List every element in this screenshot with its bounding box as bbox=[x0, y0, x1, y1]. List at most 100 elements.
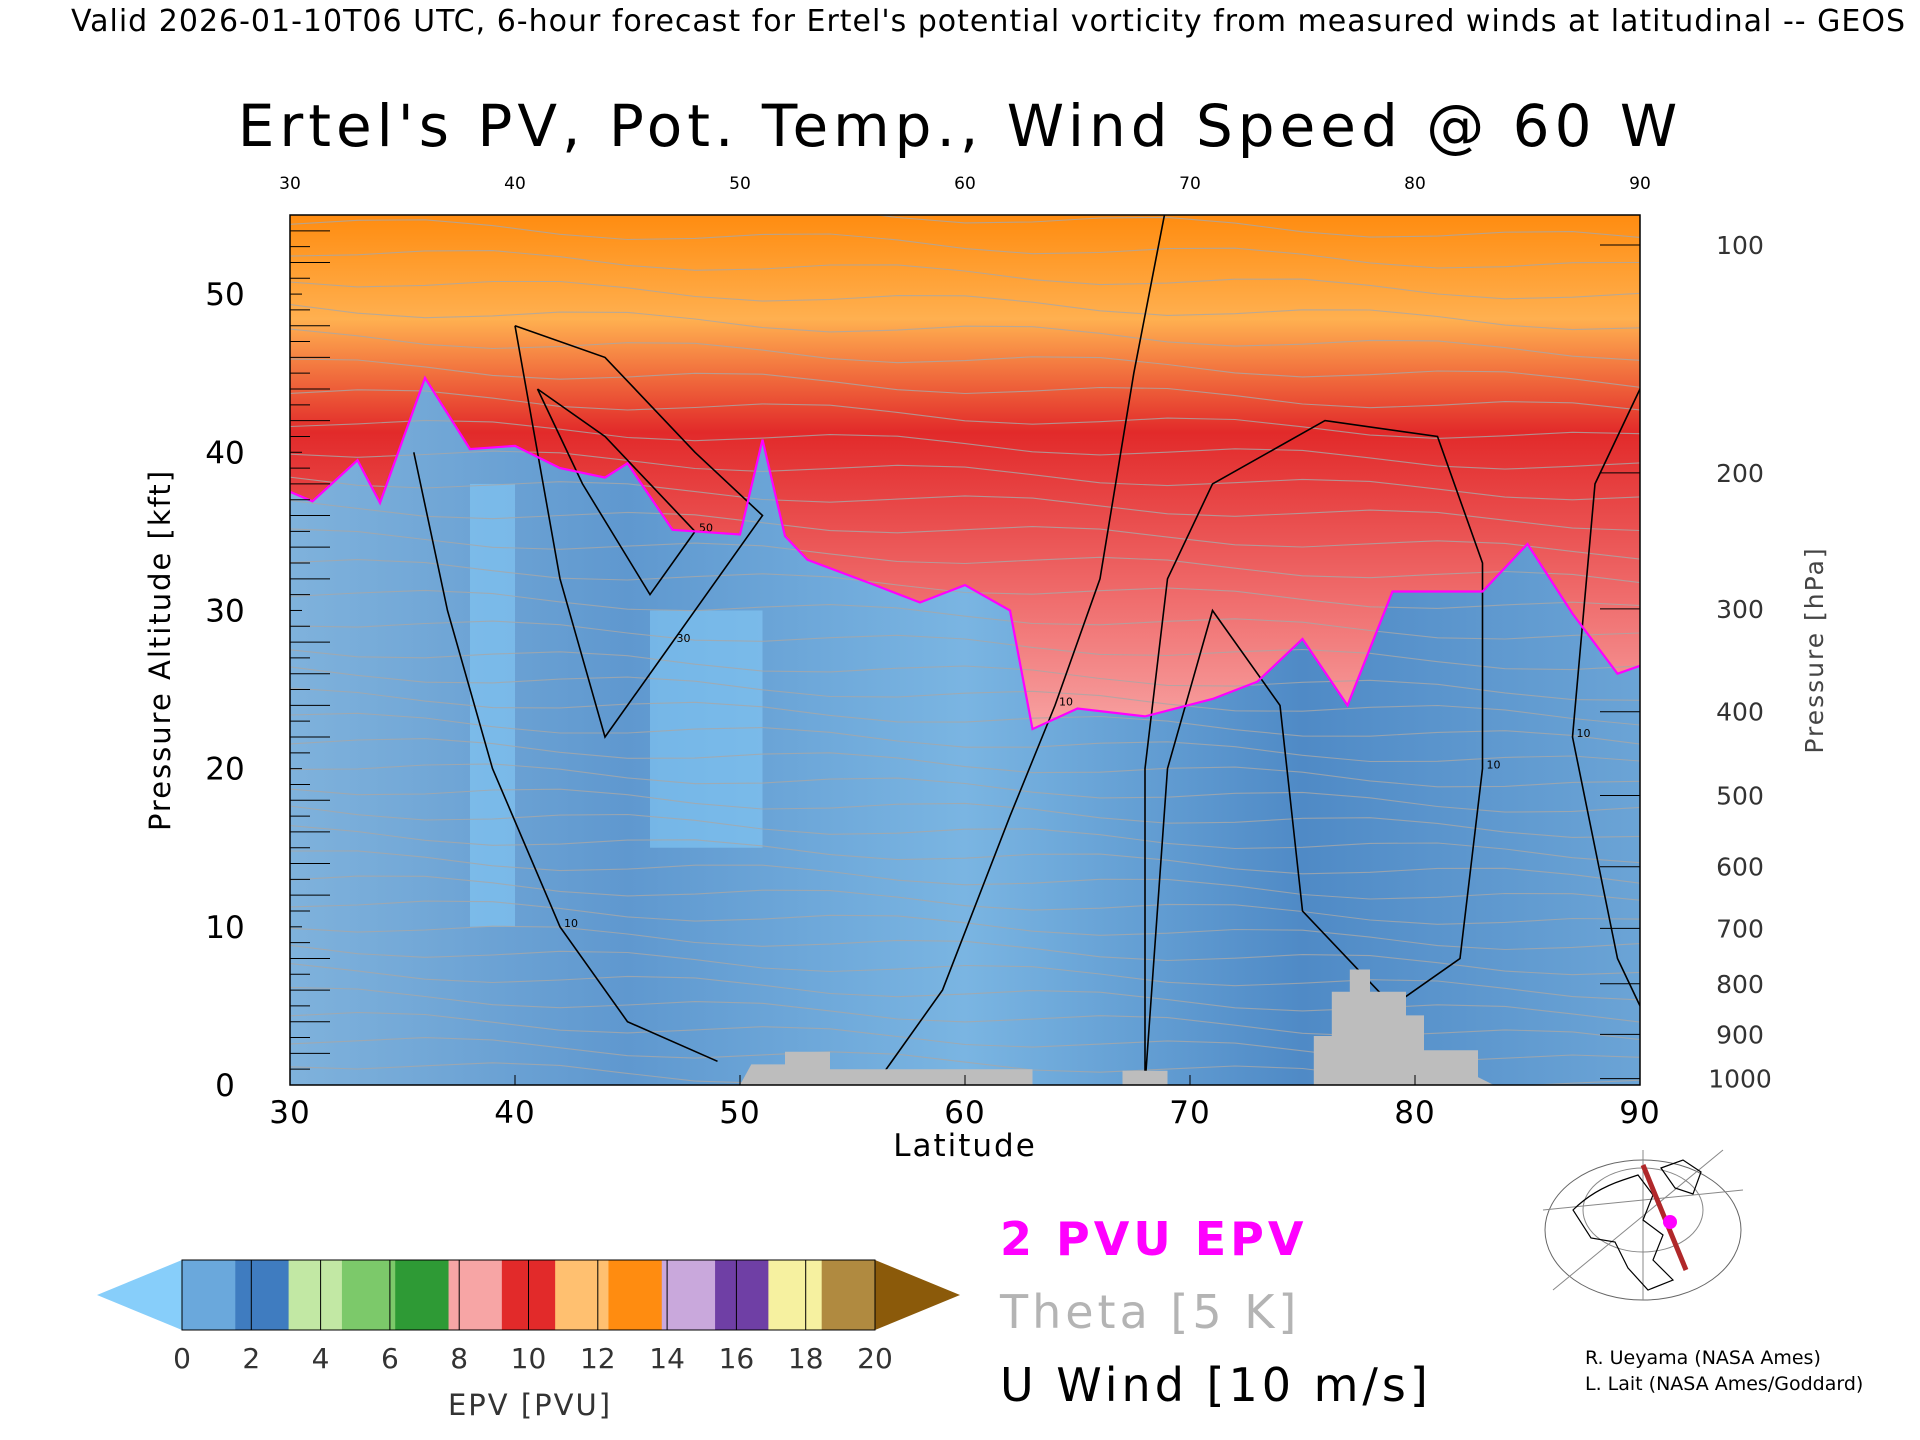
theta-isentrope bbox=[290, 358, 1640, 411]
colorbar-tick-label: 6 bbox=[381, 1342, 399, 1375]
x-top-tick-label: 50 bbox=[729, 174, 751, 194]
wind-contour bbox=[1144, 419, 1484, 1085]
colorbar-tick-label: 8 bbox=[450, 1342, 468, 1375]
pressure-tick-label: 100 bbox=[1716, 231, 1764, 260]
theta-isentrope bbox=[290, 875, 1640, 925]
credits: R. Ueyama (NASA Ames) L. Lait (NASA Ames… bbox=[1585, 1345, 1863, 1397]
x-top-tick-label: 60 bbox=[954, 174, 976, 194]
wind-contour bbox=[1571, 388, 1640, 1007]
x-top-tick-label: 80 bbox=[1404, 174, 1426, 194]
pressure-tick-label: 800 bbox=[1716, 970, 1764, 999]
wind-contour-label: 10 bbox=[1577, 727, 1591, 740]
theta-isentrope bbox=[290, 219, 1640, 269]
y-tick-label: 0 bbox=[215, 1068, 235, 1104]
x-tick-label: 40 bbox=[494, 1095, 535, 1131]
colorbar-tick-label: 12 bbox=[580, 1342, 616, 1375]
colorbar-underflow bbox=[97, 1260, 182, 1330]
y-tick-label: 50 bbox=[205, 277, 244, 313]
theta-isentrope bbox=[290, 389, 1640, 439]
theta-isentrope bbox=[873, 215, 1640, 238]
wind-contour bbox=[874, 215, 1166, 1085]
x-tick-label: 50 bbox=[719, 1095, 760, 1131]
theta-isentrope bbox=[290, 620, 1640, 671]
theta-isentrope bbox=[290, 304, 1640, 361]
colorbar-frame bbox=[181, 1259, 876, 1331]
theta-isentrope bbox=[290, 419, 1640, 470]
x-axis-label: Latitude bbox=[893, 1128, 1037, 1164]
legend-2pvu-epv: 2 PVU EPV bbox=[1000, 1212, 1308, 1266]
colorbar-segment bbox=[448, 1260, 503, 1330]
wind-contour bbox=[514, 324, 764, 739]
tropopause-2pvu-line bbox=[290, 375, 1640, 731]
colorbar: 0 2 4 6 8 10 12 14 16 18 20 EPV [PVU] bbox=[97, 1259, 960, 1422]
terrain-mask bbox=[740, 969, 1494, 1085]
valid-time-header: Valid 2026-01-10T06 UTC, 6-hour forecast… bbox=[70, 4, 1906, 39]
theta-isentrope bbox=[290, 712, 1640, 763]
pressure-tick-label: 500 bbox=[1716, 782, 1764, 811]
theta-isentrope bbox=[290, 559, 1640, 609]
pressure-tick-label: 400 bbox=[1716, 698, 1764, 727]
colorbar-tick-label: 2 bbox=[242, 1342, 260, 1375]
theta-isentrope bbox=[290, 788, 1640, 838]
theta-isentrope bbox=[290, 110, 1640, 159]
colorbar-segment bbox=[395, 1260, 450, 1330]
x-top-tick-label: 90 bbox=[1629, 174, 1651, 194]
colorbar-tick-label: 18 bbox=[788, 1342, 824, 1375]
credit-line: R. Ueyama (NASA Ames) bbox=[1585, 1347, 1821, 1369]
theta-isentrope bbox=[290, 963, 1640, 1023]
wind-contour-label: 10 bbox=[1059, 695, 1073, 708]
pressure-tick-label: 700 bbox=[1716, 914, 1764, 943]
y-axis-label: Pressure Altitude [kft] bbox=[143, 469, 177, 831]
x-tick-label: 60 bbox=[944, 1095, 985, 1131]
legend-u-wind: U Wind [10 m/s] bbox=[1000, 1358, 1432, 1412]
theta-isentrope bbox=[290, 763, 1640, 813]
wind-contour-label: 10 bbox=[564, 917, 578, 930]
x-tick-label: 90 bbox=[1619, 1095, 1660, 1131]
colorbar-segment bbox=[768, 1260, 823, 1330]
wind-contour-label: 30 bbox=[677, 632, 691, 645]
pressure-tick-label: 200 bbox=[1716, 459, 1764, 488]
theta-isentrope bbox=[290, 666, 1640, 726]
theta-isentrope bbox=[290, 805, 1640, 864]
theta-isentrope bbox=[290, 450, 1640, 501]
colorbar-segment bbox=[821, 1260, 876, 1330]
colorbar-label: EPV [PVU] bbox=[448, 1388, 612, 1422]
theta-isentrope bbox=[290, 499, 1640, 560]
colorbar-overflow bbox=[875, 1260, 960, 1330]
theta-isentrope bbox=[290, 649, 1640, 701]
wind-contour-label: 10 bbox=[1487, 759, 1501, 772]
colorbar-tick-label: 4 bbox=[312, 1342, 330, 1375]
theta-isentrope bbox=[290, 528, 1640, 584]
x-tick-label: 70 bbox=[1169, 1095, 1210, 1131]
theta-isentrope bbox=[290, 825, 1640, 884]
plot-area: 10 10 50 30 10 10 bbox=[290, 110, 1640, 1085]
x-tick-label: 80 bbox=[1394, 1095, 1435, 1131]
x-tick-label: 30 bbox=[269, 1095, 310, 1131]
theta-isentrope bbox=[290, 280, 1640, 331]
colorbar-tick-label: 10 bbox=[511, 1342, 547, 1375]
theta-isentrope bbox=[290, 328, 1640, 388]
low-pv-region bbox=[470, 483, 515, 927]
y-tick-label: 40 bbox=[205, 435, 244, 471]
pressure-tick-label: 600 bbox=[1716, 853, 1764, 882]
pressure-tick-label: 1000 bbox=[1708, 1065, 1772, 1094]
colorbar-segment bbox=[182, 1260, 236, 1330]
colorbar-segment bbox=[608, 1260, 663, 1330]
theta-isentrope bbox=[290, 850, 1640, 901]
colorbar-segment bbox=[555, 1260, 609, 1330]
theta-isentrope bbox=[290, 589, 1640, 640]
y-tick-label: 30 bbox=[205, 593, 244, 629]
wind-contour bbox=[413, 452, 718, 1063]
theta-isentrope bbox=[290, 476, 1640, 532]
chart-title: Ertel's PV, Pot. Temp., Wind Speed @ 60 … bbox=[237, 92, 1683, 160]
colorbar-tick-label: 16 bbox=[719, 1342, 755, 1375]
colorbar-segment bbox=[715, 1260, 769, 1330]
x-top-tick-label: 70 bbox=[1179, 174, 1201, 194]
x-top-tick-label: 40 bbox=[504, 174, 526, 194]
colorbar-segment bbox=[288, 1260, 343, 1330]
theta-isentrope bbox=[290, 250, 1640, 300]
colorbar-tick-label: 0 bbox=[173, 1342, 191, 1375]
pressure-tick-label: 900 bbox=[1716, 1020, 1764, 1049]
credit-line: L. Lait (NASA Ames/Goddard) bbox=[1585, 1373, 1864, 1395]
